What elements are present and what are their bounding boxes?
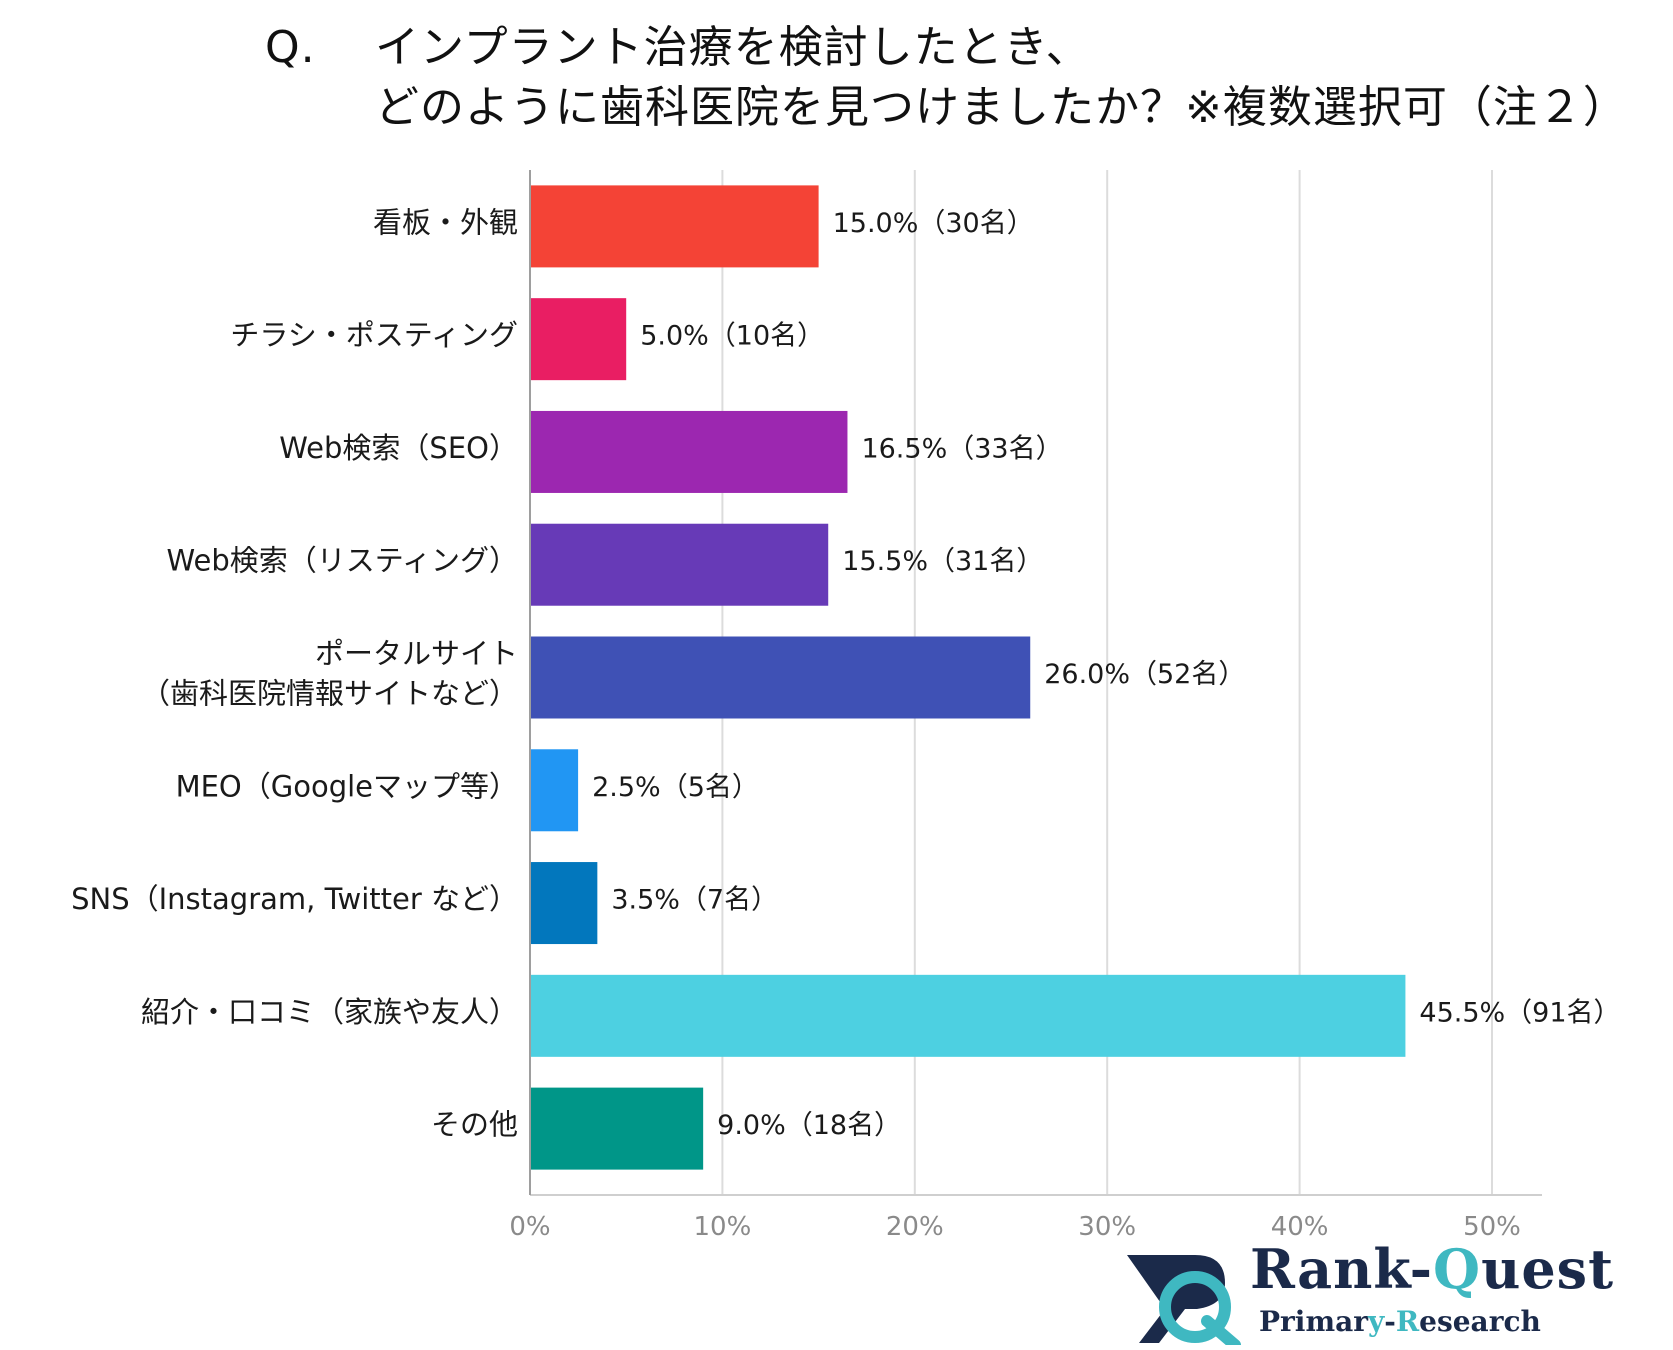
x-tick-label: 20% [886,1212,944,1240]
logo-sub-e: esearch [1419,1305,1541,1338]
bars [530,185,1406,1170]
x-tick-label: 0% [509,1212,550,1240]
bar [530,298,627,381]
rq-logo-mark-icon [1127,1255,1241,1345]
bar [530,523,829,606]
value-label: 15.5%（31名） [842,546,1043,577]
value-label: 2.5%（5名） [592,772,759,803]
rank-quest-logo: Rank-Quest Primary-Research [1125,1237,1645,1345]
title-text-1: インプラント治療を検討したとき、 [375,22,1091,73]
logo-name-a: Rank- [1250,1237,1434,1301]
category-label: Web検索（SEO） [279,431,518,465]
logo-sub-c: - [1384,1305,1396,1338]
logo-name-c: uest [1481,1237,1615,1301]
category-label: その他 [431,1108,518,1142]
x-axis-ticks: 0% 10% 20% 30% 40% 50% [509,1212,1521,1240]
title-line-2: どのように歯科医院を見つけましたか？※複数選択可（注２） [375,82,1628,133]
bar [530,1087,704,1170]
value-label: 9.0%（18名） [717,1110,901,1141]
logo-sub-d: R [1395,1305,1420,1338]
value-label: 15.0%（30名） [833,208,1034,239]
value-label: 3.5%（7名） [611,885,778,916]
bar [530,862,598,945]
category-label: Web検索（リスティング） [167,544,519,578]
logo-sub-b: y [1367,1305,1385,1338]
x-tick-label: 10% [694,1212,752,1240]
category-label: SNS（Instagram, Twitter など） [71,882,518,916]
value-label: 45.5%（91名） [1419,997,1620,1028]
chart-title: Q. インプラント治療を検討したとき、 どのように歯科医院を見つけましたか？※複数… [265,18,1665,138]
bar [530,974,1406,1057]
category-label: ポータルサイト [315,637,518,671]
category-label: （歯科医院情報サイトなど） [141,677,518,711]
value-labels: 15.0%（30名） 5.0%（10名） 16.5%（33名） 15.5%（31名） 2… [592,208,1620,1141]
x-tick-label: 40% [1271,1212,1329,1240]
x-tick-label: 50% [1463,1212,1521,1240]
bar [530,749,579,832]
category-label: チラシ・ポスティング [230,318,518,352]
bar [530,636,1031,719]
category-label: 紹介・口コミ（家族や友人） [141,995,518,1029]
value-label: 5.0%（10名） [640,321,824,352]
logo-name-b: Q [1433,1237,1482,1301]
category-label: MEO（Googleマップ等） [176,769,518,803]
bar [530,185,819,268]
value-label: 16.5%（33名） [861,433,1062,464]
title-q-prefix: Q. [265,22,316,73]
bar [530,410,848,493]
logo-sub-a: Primar [1259,1305,1368,1338]
title-line-1: Q. インプラント治療を検討したとき、 [265,18,1665,78]
x-tick-label: 30% [1078,1212,1136,1240]
category-label: 看板・外観 [373,205,518,239]
value-label: 26.0%（52名） [1044,659,1245,690]
logo-name: Rank-Quest [1250,1237,1614,1301]
logo-subtitle: Primary-Research [1259,1305,1541,1338]
